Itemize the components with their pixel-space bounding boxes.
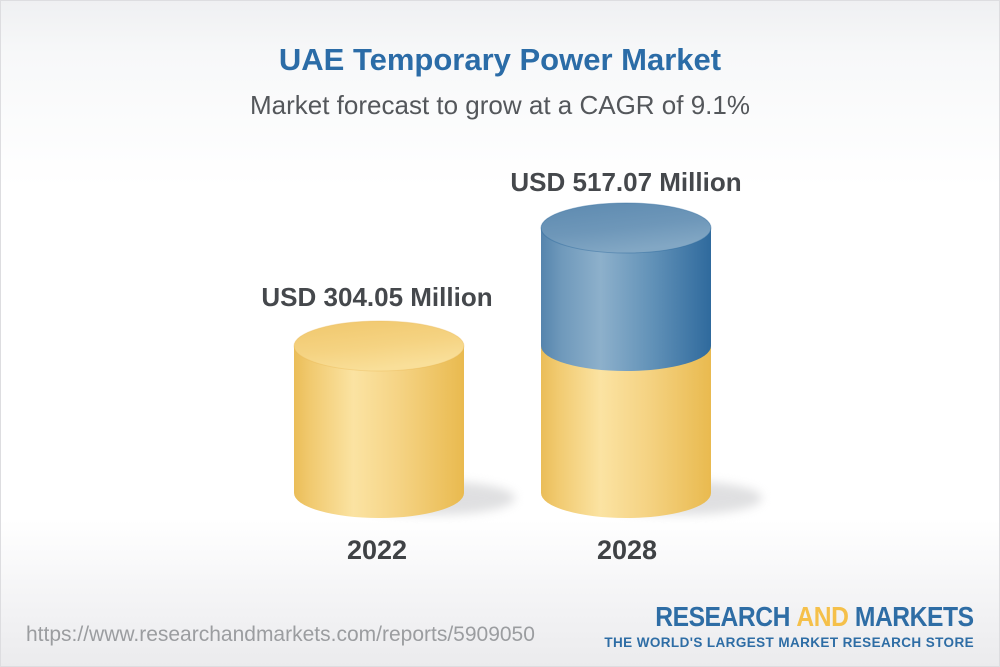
- bar-2028-growth-segment: [540, 202, 712, 371]
- logo-word-markets: MARKETS: [855, 601, 974, 632]
- logo-word-research: RESEARCH: [655, 601, 791, 632]
- value-label-2028: USD 517.07 Million: [510, 167, 742, 197]
- page-title: UAE Temporary Power Market: [278, 42, 722, 77]
- value-label-2022: USD 304.05 Million: [261, 282, 493, 312]
- logo-wordmark: RESEARCH AND MARKETS: [649, 601, 975, 633]
- axis-label-2028: 2028: [596, 535, 658, 565]
- bar-2028-base-segment: [541, 346, 711, 518]
- bar-2022-cylinder: [293, 320, 465, 518]
- chart-header: UAE Temporary Power Market Market foreca…: [1, 1, 999, 121]
- axis-label-2022: 2022: [346, 535, 408, 565]
- report-url: https://www.researchandmarkets.com/repor…: [26, 623, 535, 646]
- research-and-markets-logo: RESEARCH AND MARKETS THE WORLD'S LARGEST…: [604, 601, 974, 650]
- logo-tagline: THE WORLD'S LARGEST MARKET RESEARCH STOR…: [604, 635, 974, 650]
- logo-word-and: AND: [796, 601, 850, 632]
- page-subtitle: Market forecast to grow at a CAGR of 9.1…: [250, 90, 750, 120]
